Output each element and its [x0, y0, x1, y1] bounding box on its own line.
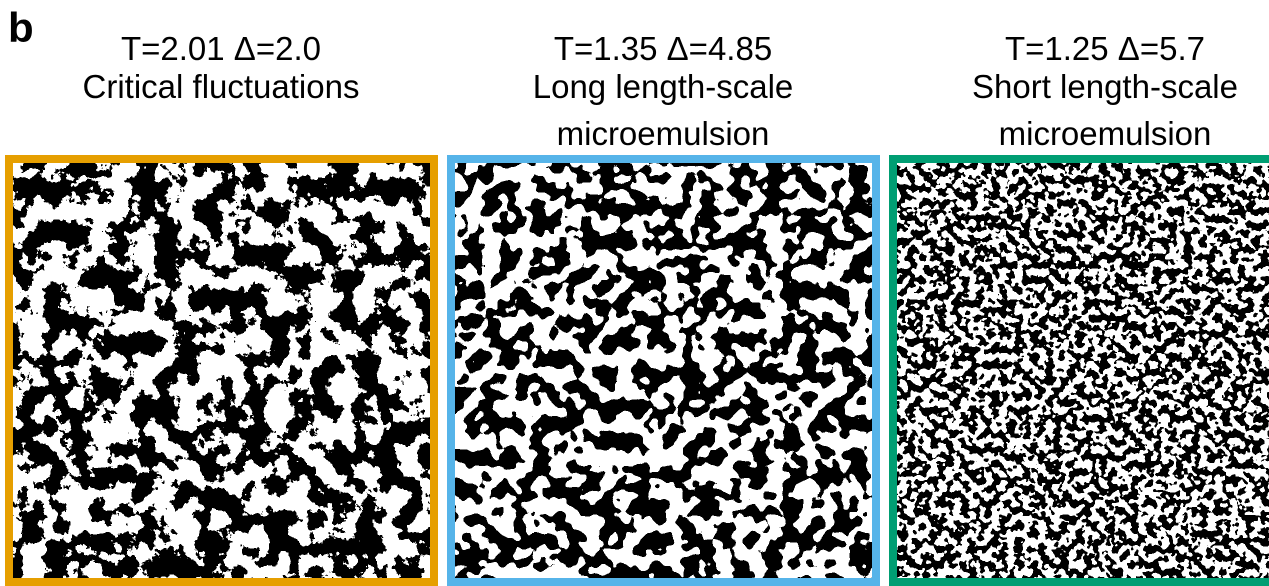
- page: b T=2.01 Δ=2.0 Critical fluctuations T=1…: [0, 0, 1269, 586]
- panel-title: Long length-scale: [533, 68, 794, 105]
- panel-title: T=1.25 Δ=5.7: [1005, 30, 1205, 67]
- figure: b T=2.01 Δ=2.0 Critical fluctuations T=1…: [0, 0, 1269, 586]
- panel-title: T=1.35 Δ=4.85: [554, 30, 772, 67]
- panel-title: Critical fluctuations: [83, 68, 360, 105]
- snapshot: [9, 159, 434, 582]
- panel: T=2.01 Δ=2.0 Critical fluctuations: [9, 30, 434, 582]
- panel-label: b: [8, 4, 34, 51]
- snapshot: [451, 159, 876, 582]
- panel-title: microemulsion: [999, 115, 1212, 152]
- snapshot: [893, 159, 1269, 582]
- panel-title: T=2.01 Δ=2.0: [121, 30, 321, 67]
- panel-title: Short length-scale: [972, 68, 1238, 105]
- panel: T=1.35 Δ=4.85 Long length-scale microemu…: [451, 30, 876, 582]
- panel-title: microemulsion: [557, 115, 770, 152]
- panel: T=1.25 Δ=5.7 Short length-scale microemu…: [893, 30, 1269, 582]
